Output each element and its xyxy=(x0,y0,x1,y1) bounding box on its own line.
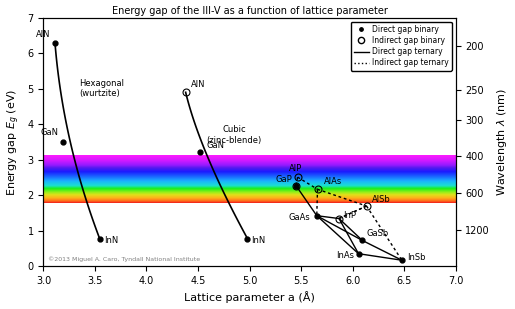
Y-axis label: Energy gap $E_g$ (eV): Energy gap $E_g$ (eV) xyxy=(6,88,22,196)
Text: AlN: AlN xyxy=(37,30,51,39)
Text: GaP: GaP xyxy=(275,175,292,184)
Text: AlP: AlP xyxy=(289,164,302,173)
Text: InSb: InSb xyxy=(407,253,425,262)
Text: GaN: GaN xyxy=(206,141,224,150)
Text: AlAs: AlAs xyxy=(324,177,342,186)
Text: GaSb: GaSb xyxy=(367,229,389,238)
Title: Energy gap of the III-V as a function of lattice parameter: Energy gap of the III-V as a function of… xyxy=(112,6,387,15)
Text: InAs: InAs xyxy=(336,251,354,260)
Y-axis label: Wavelength $\lambda$ (nm): Wavelength $\lambda$ (nm) xyxy=(495,88,509,196)
Text: AlN: AlN xyxy=(191,80,205,89)
Text: AlSb: AlSb xyxy=(372,195,390,204)
Text: GaAs: GaAs xyxy=(289,213,311,222)
Legend: Direct gap binary, Indirect gap binary, Direct gap ternary, Indirect gap ternary: Direct gap binary, Indirect gap binary, … xyxy=(351,22,452,70)
Text: InN: InN xyxy=(104,236,118,245)
Text: Cubic
(zinc-blende): Cubic (zinc-blende) xyxy=(207,125,262,145)
Text: InP: InP xyxy=(343,211,356,220)
Text: InN: InN xyxy=(251,236,266,245)
Text: Hexagonal
(wurtzite): Hexagonal (wurtzite) xyxy=(79,79,125,99)
X-axis label: Lattice parameter a (Å): Lattice parameter a (Å) xyxy=(184,291,315,303)
Text: GaN: GaN xyxy=(41,128,59,138)
Text: ©2013 Miguel A. Caro, Tyndall National Institute: ©2013 Miguel A. Caro, Tyndall National I… xyxy=(47,257,200,262)
